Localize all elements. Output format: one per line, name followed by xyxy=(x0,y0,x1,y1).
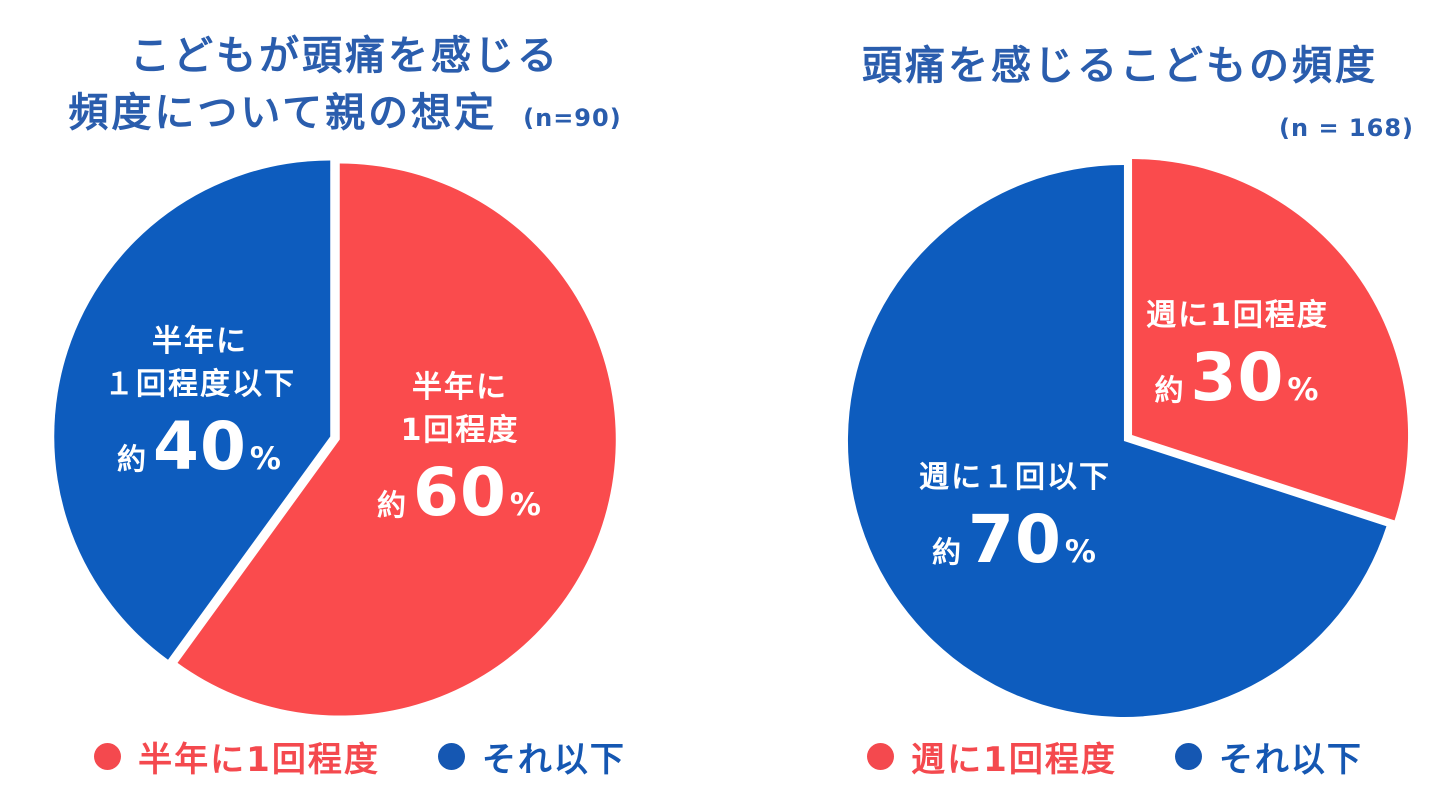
left-blue-slice-label-line2: １回程度以下 xyxy=(104,367,296,402)
legend-item-blue: それ以下 xyxy=(1174,732,1363,781)
percent-sign: % xyxy=(509,487,543,523)
left-legend: 半年に1回程度 それ以下 xyxy=(0,732,720,781)
right-blue-slice-label: 週に１回以下 約 70 % xyxy=(880,456,1150,574)
panel-parents-assumption: こどもが頭痛を感じる 頻度について親の想定 (n=90) 半年に １回程度以下 約… xyxy=(0,28,720,781)
percent-sign: % xyxy=(249,441,283,477)
pie-slice xyxy=(1132,159,1409,521)
left-red-slice-label-line1: 半年に xyxy=(412,370,508,405)
right-red-slice-label-line1: 週に1回程度 xyxy=(1146,298,1329,333)
left-chart-title-line2-text: 頻度について親の想定 xyxy=(68,90,498,136)
left-sample-size: (n=90) xyxy=(523,104,622,132)
legend-label: それ以下 xyxy=(481,740,626,780)
left-chart-title-line2: 頻度について親の想定 (n=90) xyxy=(0,85,690,147)
left-pie-chart xyxy=(54,160,616,716)
right-pie-chart xyxy=(847,159,1409,717)
percent-sign: % xyxy=(1287,372,1321,408)
left-red-slice-label-line2: 1回程度 xyxy=(400,413,520,448)
left-blue-slice-label-line1: 半年に xyxy=(152,324,248,359)
percent-value: 60 xyxy=(413,454,507,531)
right-red-slice-value: 約 30 % xyxy=(1110,339,1365,416)
left-chart-title: こどもが頭痛を感じる 頻度について親の想定 (n=90) xyxy=(0,28,690,147)
approx-prefix: 約 xyxy=(932,535,964,569)
left-blue-slice-label: 半年に １回程度以下 約 40 % xyxy=(80,320,320,481)
pie-slice xyxy=(54,160,331,660)
percent-value: 30 xyxy=(1190,339,1285,416)
left-red-slice-value: 約 60 % xyxy=(345,454,575,531)
approx-prefix: 約 xyxy=(1154,373,1186,407)
right-blue-slice-label-line1: 週に１回以下 xyxy=(919,460,1111,495)
right-chart-title-line1: 頭痛を感じるこどもの頻度 xyxy=(862,43,1378,89)
right-legend: 週に1回程度 それ以下 xyxy=(720,732,1440,781)
pie-slice xyxy=(177,163,616,716)
right-sample-size: (n = 168) xyxy=(1279,114,1414,142)
blue-legend-dot-icon xyxy=(1174,743,1202,770)
legend-label: それ以下 xyxy=(1218,740,1363,780)
approx-prefix: 約 xyxy=(377,488,409,522)
red-legend-dot-icon xyxy=(867,743,895,770)
legend-label: 半年に1回程度 xyxy=(138,740,380,780)
blue-legend-dot-icon xyxy=(437,743,465,770)
approx-prefix: 約 xyxy=(117,442,149,476)
left-chart-title-line1: こどもが頭痛を感じる xyxy=(130,33,560,79)
legend-item-red: 週に1回程度 xyxy=(867,732,1117,781)
left-blue-slice-value: 約 40 % xyxy=(80,408,320,485)
red-legend-dot-icon xyxy=(94,743,122,770)
right-chart-title: 頭痛を感じるこどもの頻度 (n = 168) xyxy=(800,38,1440,143)
legend-item-red: 半年に1回程度 xyxy=(94,732,380,781)
percent-value: 70 xyxy=(968,501,1062,578)
legend-item-blue: それ以下 xyxy=(437,732,626,781)
percent-sign: % xyxy=(1064,534,1098,570)
legend-label: 週に1回程度 xyxy=(911,740,1117,780)
right-red-slice-label: 週に1回程度 約 30 % xyxy=(1110,294,1365,412)
panel-children-frequency: 頭痛を感じるこどもの頻度 (n = 168) 週に1回程度 約 30 % 週に１… xyxy=(720,0,1440,800)
right-blue-slice-value: 約 70 % xyxy=(880,501,1150,578)
percent-value: 40 xyxy=(153,408,247,485)
pie-slice xyxy=(847,164,1387,717)
left-red-slice-label: 半年に 1回程度 約 60 % xyxy=(345,366,575,527)
